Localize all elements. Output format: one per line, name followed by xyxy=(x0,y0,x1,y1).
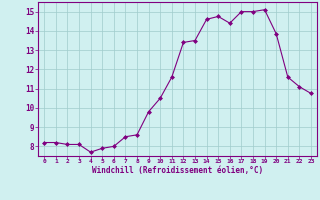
X-axis label: Windchill (Refroidissement éolien,°C): Windchill (Refroidissement éolien,°C) xyxy=(92,166,263,175)
